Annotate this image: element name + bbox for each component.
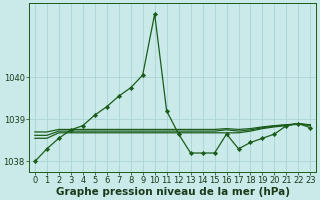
X-axis label: Graphe pression niveau de la mer (hPa): Graphe pression niveau de la mer (hPa) — [56, 187, 290, 197]
